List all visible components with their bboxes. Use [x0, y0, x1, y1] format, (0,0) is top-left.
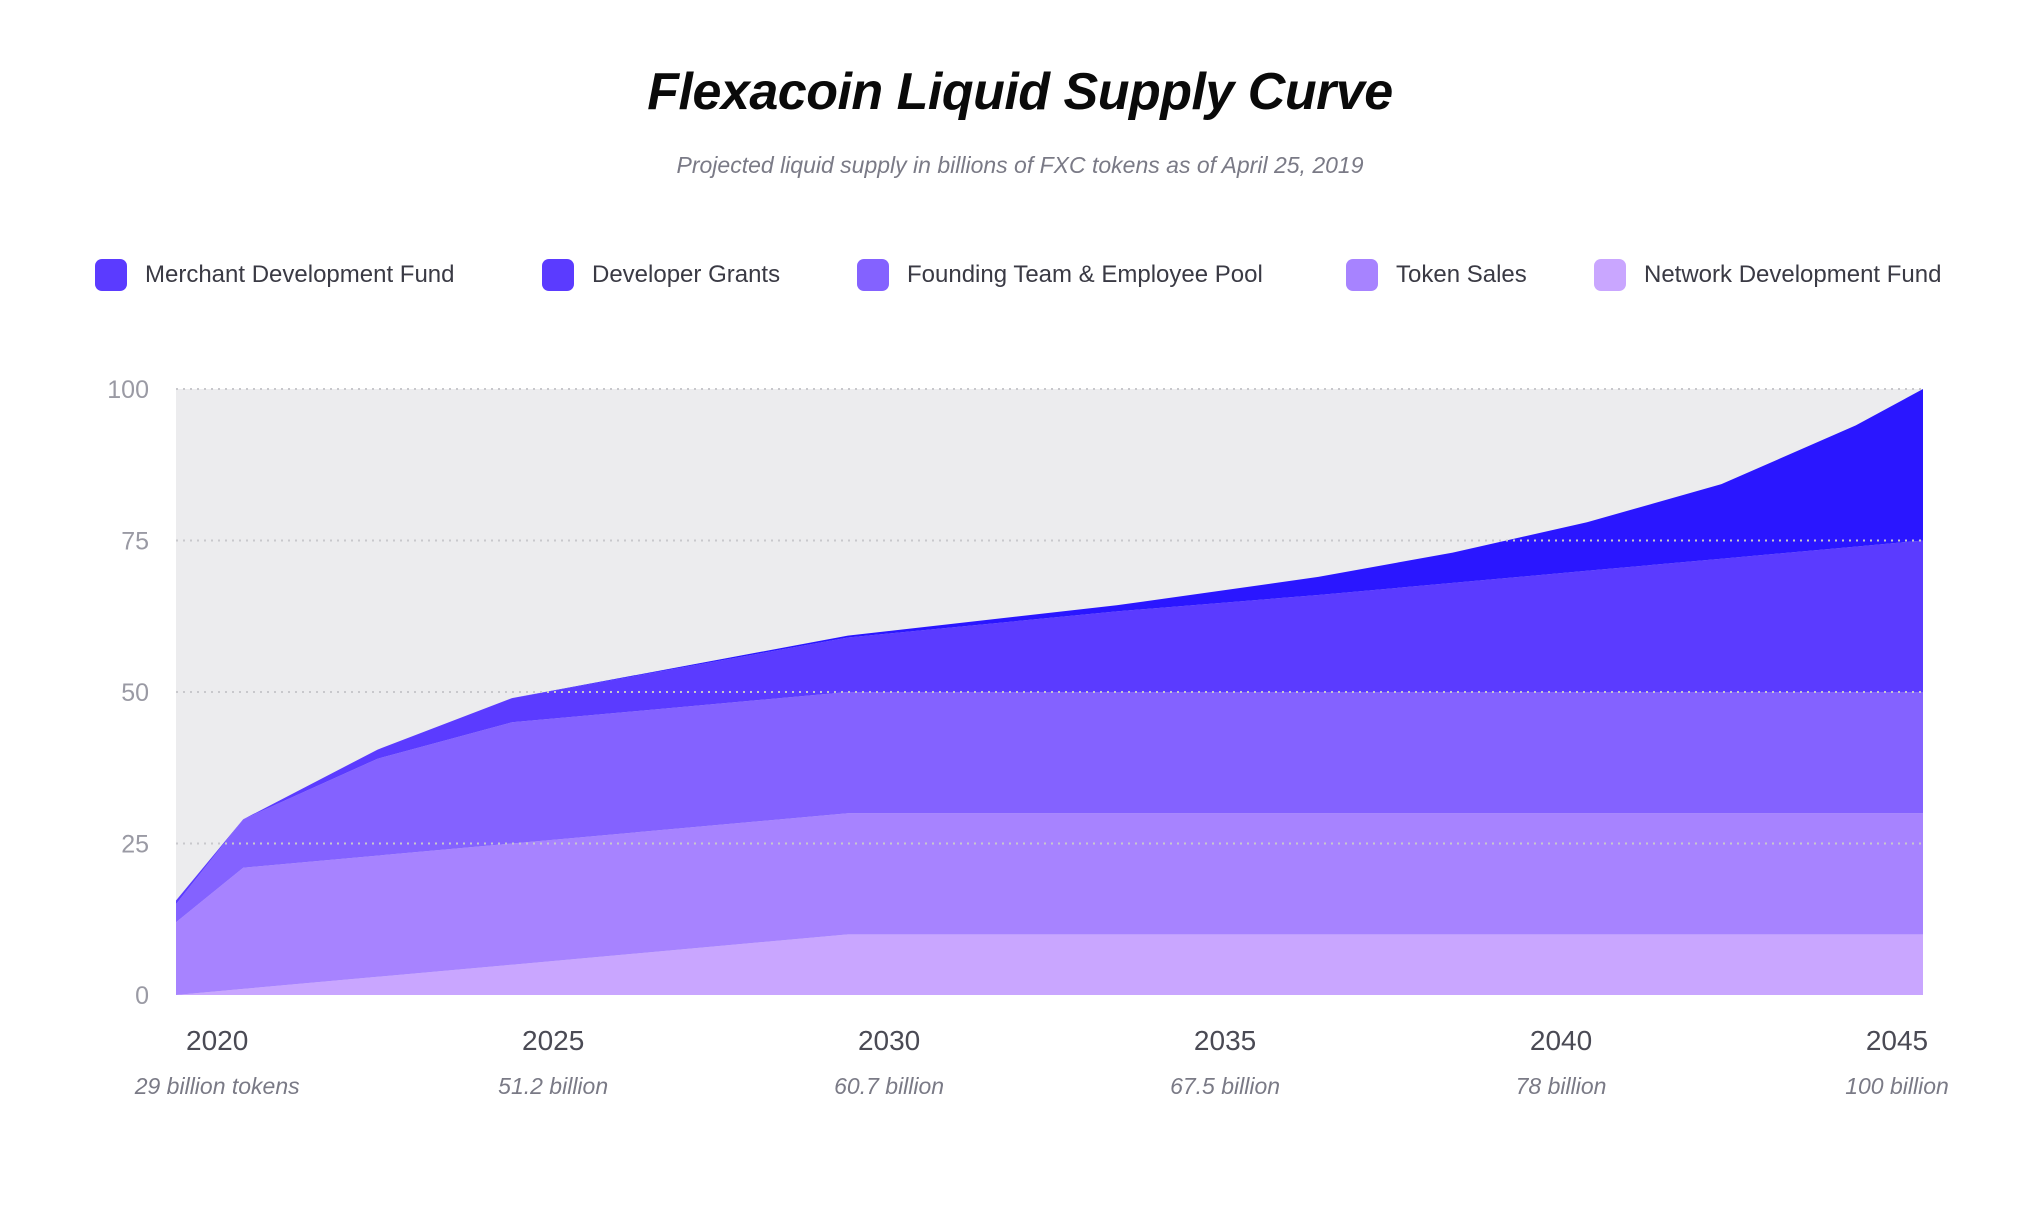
legend-swatch	[1346, 259, 1378, 291]
chart-subtitle: Projected liquid supply in billions of F…	[676, 152, 1364, 178]
legend-swatch	[95, 259, 127, 291]
legend-label: Founding Team & Employee Pool	[907, 261, 1263, 288]
y-axis-ticks: 0 25 50 75 100	[107, 376, 149, 1010]
legend-item-founding-team-employee-pool[interactable]: Founding Team & Employee Pool	[857, 255, 1263, 295]
x-tick-label: 2040	[1530, 1025, 1592, 1056]
area-network-development-fund	[176, 934, 1923, 995]
legend-item-network-development-fund[interactable]: Network Development Fund	[1594, 255, 1941, 295]
y-tick-label: 0	[135, 982, 149, 1010]
x-axis-ticks: 2020 29 billion tokens 2025 51.2 billion 203…	[134, 1025, 1949, 1099]
legend-item-token-sales[interactable]: Token Sales	[1346, 255, 1527, 295]
y-tick-label: 100	[107, 376, 149, 404]
x-tick-label: 2035	[1194, 1025, 1256, 1056]
area-founding-team-employee-pool	[176, 692, 1923, 923]
x-tick-label: 2025	[522, 1025, 584, 1056]
legend-label: Token Sales	[1396, 261, 1527, 288]
legend-label: Developer Grants	[592, 261, 781, 288]
legend-item-developer-grants[interactable]: Developer Grants	[542, 255, 780, 295]
x-milestone-total: 78 billion	[1516, 1073, 1607, 1099]
x-milestone-total: 60.7 billion	[834, 1073, 944, 1099]
x-milestone-total: 100 billion	[1845, 1073, 1949, 1099]
stacked-areas	[176, 389, 1923, 995]
x-milestone-total: 51.2 billion	[498, 1073, 608, 1099]
x-tick-label: 2030	[858, 1025, 920, 1056]
legend-label: Merchant Development Fund	[145, 261, 455, 288]
y-tick-label: 25	[121, 831, 149, 859]
legend-swatch	[1594, 259, 1626, 291]
legend-item-merchant-development-fund[interactable]: Merchant Development Fund	[95, 255, 455, 295]
chart-title: Flexacoin Liquid Supply Curve	[647, 63, 1393, 121]
legend-swatch	[857, 259, 889, 291]
legend-swatch	[542, 259, 574, 291]
legend-label: Network Development Fund	[1644, 261, 1942, 288]
y-tick-label: 50	[121, 679, 149, 707]
y-tick-label: 75	[121, 528, 149, 556]
area-developer-grants	[176, 540, 1923, 905]
x-tick-label: 2045	[1866, 1025, 1928, 1056]
x-milestone-total: 29 billion tokens	[134, 1073, 300, 1099]
area-token-sales	[176, 813, 1923, 995]
x-tick-label: 2020	[186, 1025, 248, 1056]
x-milestone-total: 67.5 billion	[1170, 1073, 1280, 1099]
